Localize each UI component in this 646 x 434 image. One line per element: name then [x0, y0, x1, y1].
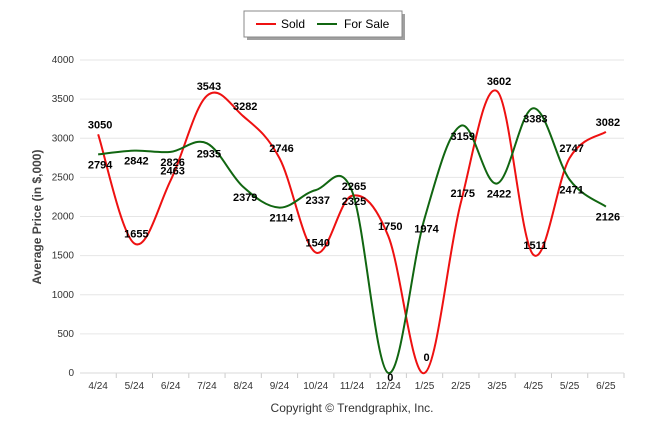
y-axis-ticks: 0 500 1000 1500 2000 2500 3000 3500 4000 — [52, 55, 75, 379]
data-label-sold: 2265 — [342, 181, 366, 193]
copyright-text: Copyright © Trendgraphix, Inc. — [271, 401, 434, 415]
x-tick-label: 5/24 — [125, 381, 145, 392]
data-label-for-sale: 2126 — [596, 212, 620, 224]
data-label-for-sale: 2114 — [270, 213, 295, 225]
x-tick-label: 9/24 — [270, 381, 290, 392]
data-label-sold: 2746 — [269, 143, 293, 155]
y-axis-label: Average Price (in $,000) — [30, 150, 44, 285]
y-tick-label: 2500 — [52, 172, 75, 183]
data-label-for-sale: 2842 — [124, 156, 148, 168]
legend-label-sold: Sold — [281, 17, 305, 31]
data-label-sold: 3282 — [233, 101, 257, 113]
y-tick-label: 4000 — [52, 55, 75, 66]
data-label-for-sale: 2935 — [197, 148, 221, 160]
data-label-sold: 3602 — [487, 76, 511, 88]
legend-label-for-sale: For Sale — [344, 17, 390, 31]
y-tick-label: 2000 — [52, 212, 75, 223]
x-tick-label: 1/25 — [415, 381, 435, 392]
data-label-for-sale: 2826 — [160, 157, 184, 169]
data-label-sold: 2463 — [160, 165, 184, 177]
y-tick-label: 0 — [68, 368, 74, 379]
y-tick-label: 1500 — [52, 251, 75, 262]
x-axis-ticks: 4/24 5/24 6/24 7/24 8/24 9/24 10/24 11/24 12/24 1… — [88, 373, 625, 392]
series-line-for-sale — [98, 107, 607, 374]
data-label-for-sale: 1974 — [414, 224, 439, 236]
x-tick-label: 4/24 — [88, 381, 108, 392]
x-tick-label: 4/25 — [524, 381, 544, 392]
data-label-for-sale: 3383 — [523, 113, 547, 125]
data-label-for-sale: 2794 — [88, 159, 113, 171]
data-label-for-sale: 0 — [387, 372, 393, 384]
data-label-for-sale: 3159 — [451, 131, 475, 143]
data-label-sold: 1655 — [124, 228, 148, 240]
x-tick-label: 6/25 — [596, 381, 616, 392]
x-tick-label: 3/25 — [487, 381, 507, 392]
data-label-sold: 1511 — [523, 240, 547, 252]
data-label-sold: 1540 — [305, 237, 329, 249]
x-tick-label: 8/24 — [233, 381, 253, 392]
data-label-for-sale: 2379 — [233, 192, 257, 204]
x-tick-label: 5/25 — [560, 381, 580, 392]
data-labels: 3050 1655 2463 3543 3282 2746 1540 2265 1750 0 217… — [88, 76, 620, 384]
data-label-sold: 2175 — [451, 188, 475, 200]
data-label-for-sale: 2471 — [559, 185, 583, 197]
data-label-for-sale: 2422 — [487, 188, 511, 200]
y-tick-label: 500 — [57, 329, 74, 340]
x-tick-label: 12/24 — [376, 381, 401, 392]
x-tick-label: 7/24 — [197, 381, 217, 392]
data-label-sold: 1750 — [378, 221, 402, 233]
data-label-for-sale: 2337 — [305, 195, 329, 207]
grid-lines — [80, 59, 624, 335]
y-tick-label: 1000 — [52, 290, 75, 301]
x-tick-label: 11/24 — [340, 381, 365, 392]
data-label-sold: 3050 — [88, 119, 112, 131]
y-tick-label: 3000 — [52, 133, 75, 144]
x-tick-label: 2/25 — [451, 381, 471, 392]
data-label-sold: 0 — [423, 352, 429, 364]
series-lines — [97, 89, 607, 375]
data-label-sold: 2747 — [559, 143, 583, 155]
x-tick-label: 6/24 — [161, 381, 181, 392]
y-tick-label: 3500 — [52, 94, 75, 105]
data-label-sold: 3543 — [197, 81, 221, 93]
data-label-sold: 3082 — [596, 117, 620, 129]
data-label-for-sale: 2325 — [342, 196, 366, 208]
x-tick-label: 10/24 — [303, 381, 328, 392]
legend: Sold For Sale — [243, 10, 405, 40]
